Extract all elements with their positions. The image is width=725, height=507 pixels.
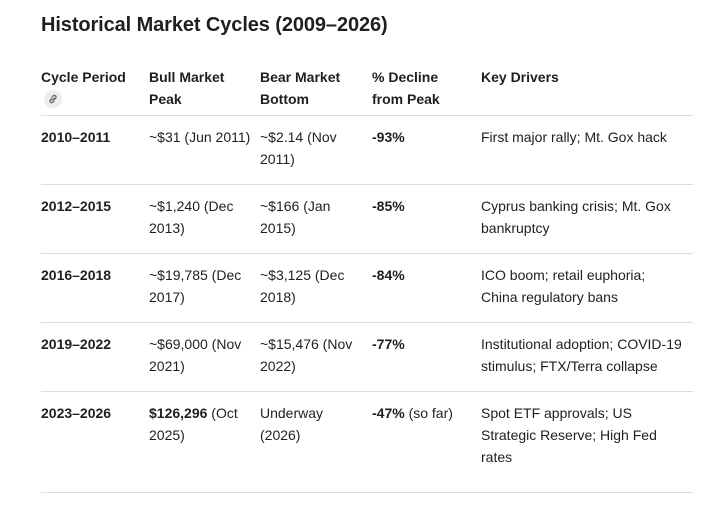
- cell-drivers: Cyprus banking crisis; Mt. Gox bankruptc…: [481, 184, 693, 254]
- cell-bull-peak: ~$31 (Jun 2011): [149, 115, 260, 185]
- cell-period: 2023–2026: [41, 391, 149, 493]
- table-row: 2019–2022 ~$69,000 (Nov 2021) ~$15,476 (…: [41, 322, 693, 392]
- cell-decline: -93%: [372, 115, 481, 185]
- cell-bear-bottom: ~$166 (Jan 2015): [260, 184, 372, 254]
- cell-bear-bottom: ~$2.14 (Nov 2011): [260, 115, 372, 185]
- table-row: 2016–2018 ~$19,785 (Dec 2017) ~$3,125 (D…: [41, 253, 693, 323]
- header-cycle-period: Cycle Period: [41, 64, 149, 116]
- cell-decline: -85%: [372, 184, 481, 254]
- header-drivers: Key Drivers: [481, 64, 693, 116]
- market-cycles-table: Cycle Period Bull Market Peak Bear Marke…: [41, 64, 693, 493]
- header-bear-bottom: Bear Market Bottom: [260, 64, 372, 116]
- bull-peak-value: $126,296: [149, 405, 208, 421]
- cell-bull-peak: ~$1,240 (Dec 2013): [149, 184, 260, 254]
- cell-bear-bottom: ~$15,476 (Nov 2022): [260, 322, 372, 392]
- cell-decline: -77%: [372, 322, 481, 392]
- cell-drivers: Institutional adoption; COVID-19 stimulu…: [481, 322, 693, 392]
- table-header-row: Cycle Period Bull Market Peak Bear Marke…: [41, 64, 693, 116]
- header-decline: % Decline from Peak: [372, 64, 481, 116]
- cell-period: 2016–2018: [41, 253, 149, 323]
- page-title: Historical Market Cycles (2009–2026): [41, 14, 388, 36]
- decline-note: (so far): [408, 405, 453, 421]
- link-icon[interactable]: [44, 90, 62, 109]
- cell-drivers: Spot ETF approvals; US Strategic Reserve…: [481, 391, 693, 493]
- cell-bull-peak: ~$19,785 (Dec 2017): [149, 253, 260, 323]
- cell-drivers: First major rally; Mt. Gox hack: [481, 115, 693, 185]
- table-row: 2010–2011 ~$31 (Jun 2011) ~$2.14 (Nov 20…: [41, 115, 693, 185]
- header-bull-peak: Bull Market Peak: [149, 64, 260, 116]
- bull-peak-date: (Oct 2025): [149, 405, 238, 443]
- cell-drivers: ICO boom; retail euphoria; China regulat…: [481, 253, 693, 323]
- header-cycle-period-label: Cycle Period: [41, 69, 126, 85]
- cell-bear-bottom: ~$3,125 (Dec 2018): [260, 253, 372, 323]
- cell-decline: -47% (so far): [372, 391, 481, 493]
- decline-value: -47%: [372, 405, 405, 421]
- table-row: 2023–2026 $126,296 (Oct 2025) Underway (…: [41, 391, 693, 493]
- cell-decline: -84%: [372, 253, 481, 323]
- cell-bull-peak: ~$69,000 (Nov 2021): [149, 322, 260, 392]
- cell-bull-peak: $126,296 (Oct 2025): [149, 391, 260, 493]
- cell-bear-bottom: Underway (2026): [260, 391, 372, 493]
- cell-period: 2019–2022: [41, 322, 149, 392]
- cell-period: 2010–2011: [41, 115, 149, 185]
- table-row: 2012–2015 ~$1,240 (Dec 2013) ~$166 (Jan …: [41, 184, 693, 254]
- cell-period: 2012–2015: [41, 184, 149, 254]
